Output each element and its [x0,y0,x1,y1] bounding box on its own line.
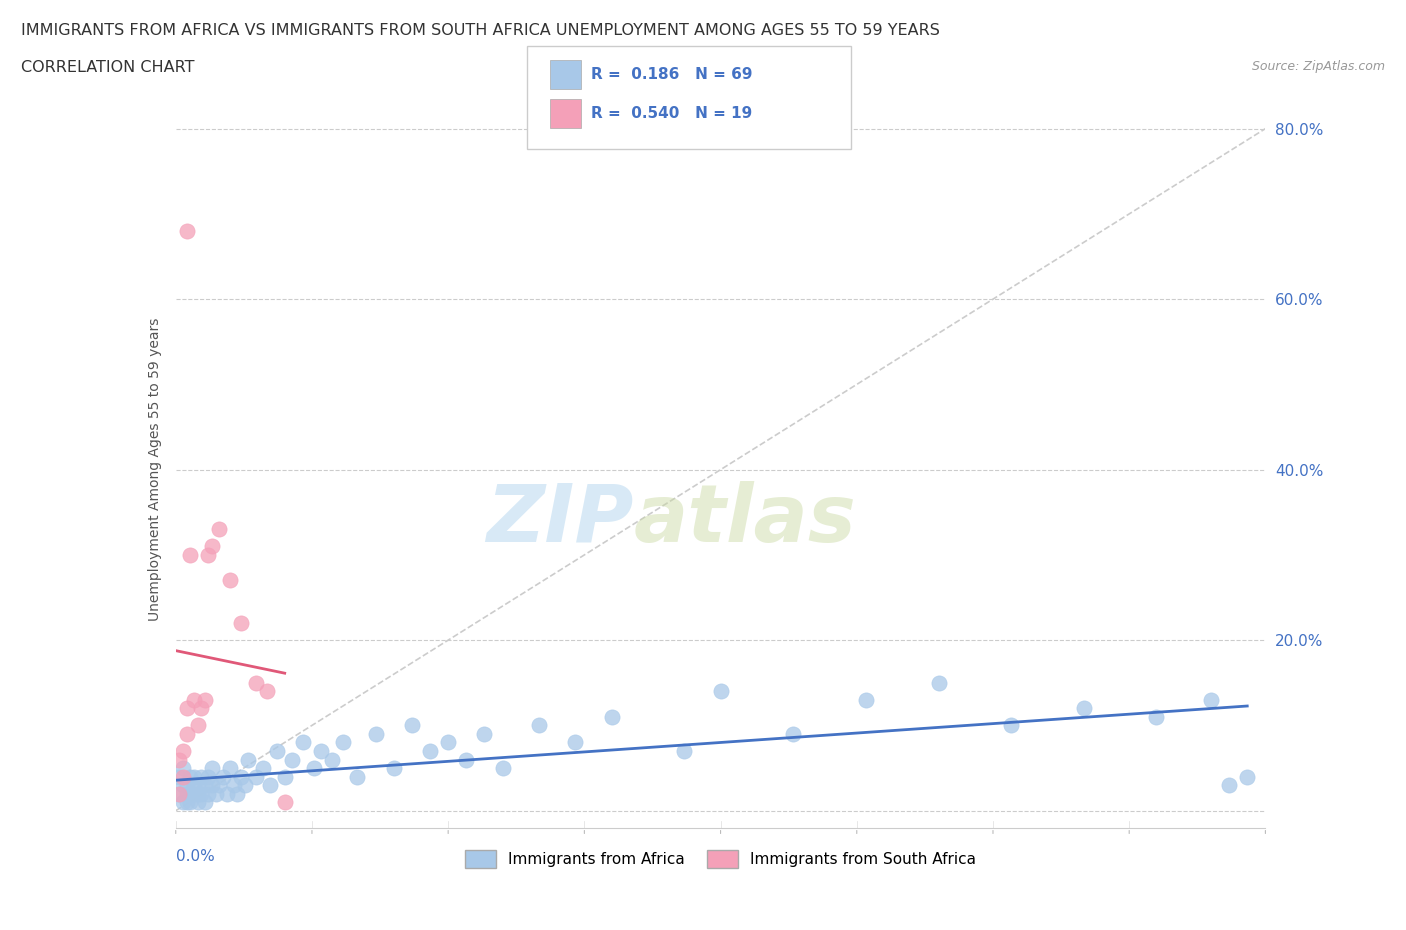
Point [197,548,219,563]
Point [176,794,198,809]
Point [382,761,405,776]
Text: 0.0%: 0.0% [176,849,215,864]
Point [245,769,267,784]
Point [186,777,209,792]
Point [219,761,242,776]
Point [321,752,343,767]
Point [302,761,325,776]
Point [179,548,201,563]
Point [231,616,253,631]
Text: ZIP: ZIP [486,481,633,559]
Point [1236,769,1258,784]
Point [169,752,191,767]
Point [332,735,354,750]
Point [456,752,478,767]
Point [190,701,212,716]
Point [169,786,191,801]
Text: Source: ZipAtlas.com: Source: ZipAtlas.com [1251,60,1385,73]
Point [208,522,231,537]
Point [474,726,496,741]
Point [1073,701,1095,716]
Point [183,769,205,784]
Point [176,777,198,792]
Point [1218,777,1240,792]
Point [201,777,224,792]
Point [169,786,191,801]
Point [259,777,281,792]
Point [194,777,217,792]
Point [172,761,194,776]
Point [176,786,198,801]
Point [176,701,198,716]
Point [274,769,297,784]
Point [231,769,253,784]
Legend: Immigrants from Africa, Immigrants from South Africa: Immigrants from Africa, Immigrants from … [458,844,983,874]
Point [419,744,441,759]
Point [245,675,267,690]
Point [600,710,623,724]
Point [564,735,586,750]
Point [176,223,198,238]
Point [928,675,950,690]
Text: atlas: atlas [633,481,856,559]
Point [238,752,260,767]
Point [346,769,368,784]
Point [194,692,217,708]
Point [492,761,515,776]
Point [201,761,224,776]
Point [172,777,194,792]
Point [401,718,423,733]
Point [176,726,198,741]
Point [219,573,242,588]
Point [266,744,288,759]
Point [256,684,278,698]
Point [1000,718,1022,733]
Point [201,539,224,554]
Point [212,769,235,784]
Point [208,777,231,792]
Point [204,786,226,801]
Point [233,777,256,792]
Point [281,752,304,767]
Point [1199,692,1222,708]
Point [197,786,219,801]
Point [194,794,217,809]
Point [1146,710,1168,724]
Y-axis label: Unemployment Among Ages 55 to 59 years: Unemployment Among Ages 55 to 59 years [148,318,162,621]
Point [252,761,274,776]
Point [172,794,194,809]
Point [190,786,212,801]
Point [855,692,877,708]
Point [215,786,238,801]
Point [226,786,249,801]
Point [172,744,194,759]
Point [172,769,194,784]
Point [291,735,314,750]
Point [179,786,201,801]
Point [186,794,209,809]
Point [364,726,387,741]
Point [782,726,804,741]
Point [437,735,460,750]
Point [183,777,205,792]
Point [186,718,209,733]
Point [186,786,209,801]
Point [673,744,696,759]
Text: R =  0.540   N = 19: R = 0.540 N = 19 [591,106,752,121]
Point [183,692,205,708]
Text: R =  0.186   N = 69: R = 0.186 N = 69 [591,67,752,82]
Point [190,769,212,784]
Point [274,794,297,809]
Point [169,769,191,784]
Text: CORRELATION CHART: CORRELATION CHART [21,60,194,75]
Text: IMMIGRANTS FROM AFRICA VS IMMIGRANTS FROM SOUTH AFRICA UNEMPLOYMENT AMONG AGES 5: IMMIGRANTS FROM AFRICA VS IMMIGRANTS FRO… [21,23,941,38]
Point [527,718,550,733]
Point [222,777,245,792]
Point [179,794,201,809]
Point [197,769,219,784]
Point [710,684,733,698]
Point [179,769,201,784]
Point [183,786,205,801]
Point [309,744,332,759]
